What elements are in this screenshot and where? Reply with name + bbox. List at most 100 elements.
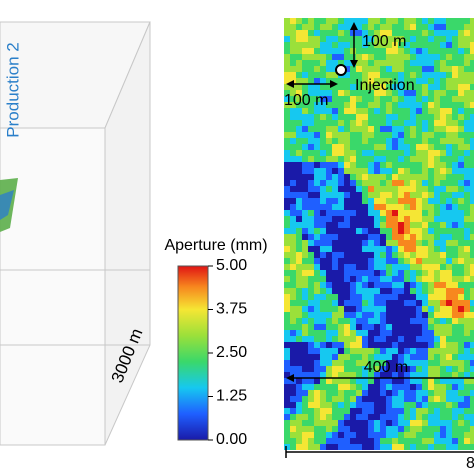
- map-cell: [320, 24, 326, 30]
- map-cell: [380, 138, 386, 144]
- map-cell: [284, 198, 290, 204]
- map-cell: [386, 246, 392, 252]
- map-cell: [308, 420, 314, 426]
- map-cell: [464, 228, 470, 234]
- map-cell: [416, 156, 422, 162]
- map-cell: [296, 210, 302, 216]
- map-cell: [326, 114, 332, 120]
- map-cell: [314, 252, 320, 258]
- map-cell: [470, 216, 474, 222]
- map-cell: [326, 72, 332, 78]
- map-cell: [470, 342, 474, 348]
- map-cell: [290, 120, 296, 126]
- map-cell: [422, 432, 428, 438]
- map-cell: [308, 30, 314, 36]
- map-cell: [290, 102, 296, 108]
- map-cell: [338, 180, 344, 186]
- map-cell: [374, 156, 380, 162]
- map-cell: [464, 264, 470, 270]
- map-cell: [368, 432, 374, 438]
- map-cell: [344, 156, 350, 162]
- map-cell: [470, 132, 474, 138]
- map-cell: [320, 330, 326, 336]
- map-cell: [356, 276, 362, 282]
- map-cell: [290, 150, 296, 156]
- map-cell: [470, 240, 474, 246]
- map-cell: [440, 348, 446, 354]
- map-cell: [368, 288, 374, 294]
- map-cell: [380, 294, 386, 300]
- map-cell: [296, 54, 302, 60]
- map-cell: [398, 204, 404, 210]
- map-cell: [344, 108, 350, 114]
- map-cell: [344, 246, 350, 252]
- map-cell: [368, 438, 374, 444]
- map-cell: [470, 204, 474, 210]
- map-cell: [314, 246, 320, 252]
- map-cell: [302, 24, 308, 30]
- map-cell: [284, 444, 290, 450]
- map-cell: [368, 312, 374, 318]
- map-cell: [374, 186, 380, 192]
- map-cell: [392, 102, 398, 108]
- map-cell: [452, 18, 458, 24]
- map-cell: [338, 360, 344, 366]
- map-cell: [410, 426, 416, 432]
- map-cell: [338, 354, 344, 360]
- map-cell: [440, 408, 446, 414]
- map-cell: [368, 48, 374, 54]
- map-cell: [350, 234, 356, 240]
- map-cell: [404, 204, 410, 210]
- map-cell: [464, 204, 470, 210]
- map-cell: [344, 48, 350, 54]
- map-cell: [428, 132, 434, 138]
- map-cell: [326, 246, 332, 252]
- map-cell: [332, 378, 338, 384]
- map-cell: [290, 210, 296, 216]
- map-cell: [356, 300, 362, 306]
- map-cell: [320, 426, 326, 432]
- map-cell: [374, 54, 380, 60]
- map-cell: [338, 90, 344, 96]
- map-cell: [296, 240, 302, 246]
- map-cell: [416, 42, 422, 48]
- map-cell: [434, 288, 440, 294]
- map-cell: [380, 378, 386, 384]
- map-cell: [434, 294, 440, 300]
- map-cell: [404, 384, 410, 390]
- map-cell: [308, 72, 314, 78]
- map-cell: [446, 444, 452, 450]
- map-cell: [338, 78, 344, 84]
- map-cell: [404, 324, 410, 330]
- map-cell: [416, 312, 422, 318]
- map-cell: [320, 192, 326, 198]
- map-cell: [374, 42, 380, 48]
- map-cell: [440, 96, 446, 102]
- map-cell: [296, 132, 302, 138]
- map-cell: [392, 372, 398, 378]
- map-cell: [386, 372, 392, 378]
- map-cell: [392, 162, 398, 168]
- map-cell: [332, 18, 338, 24]
- map-cell: [452, 252, 458, 258]
- map-cell: [422, 390, 428, 396]
- map-cell: [296, 108, 302, 114]
- map-cell: [416, 270, 422, 276]
- map-cell: [452, 204, 458, 210]
- map-cell: [362, 306, 368, 312]
- map-cell: [380, 246, 386, 252]
- map-cell: [470, 288, 474, 294]
- map-cell: [440, 228, 446, 234]
- map-cell: [458, 276, 464, 282]
- map-cell: [302, 126, 308, 132]
- map-cell: [380, 438, 386, 444]
- map-cell: [284, 180, 290, 186]
- map-cell: [368, 240, 374, 246]
- map-cell: [380, 60, 386, 66]
- map-cell: [320, 246, 326, 252]
- map-cell: [464, 258, 470, 264]
- map-cell: [320, 156, 326, 162]
- map-cell: [320, 282, 326, 288]
- map-cell: [362, 438, 368, 444]
- map-cell: [434, 282, 440, 288]
